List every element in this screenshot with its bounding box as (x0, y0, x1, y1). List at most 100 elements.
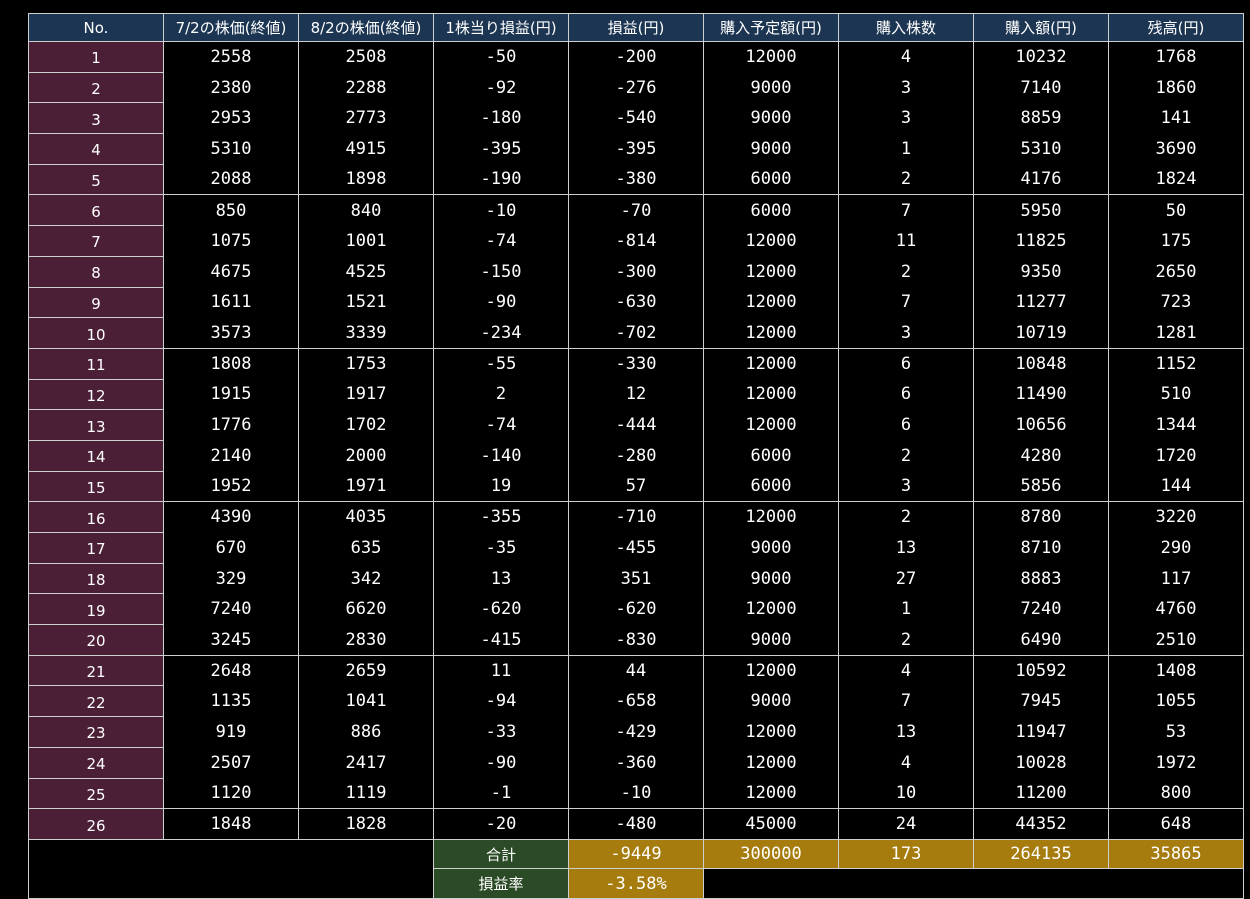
data-row: 13 1776 1702 -74 -444 12000 6 10656 1344 (28, 409, 1244, 441)
data-cell: 11947 (973, 716, 1109, 748)
data-cell: 6 (838, 379, 974, 410)
row-number: 9 (28, 287, 164, 319)
data-row: 24 2507 2417 -90 -360 12000 4 10028 1972 (28, 747, 1244, 779)
data-cell: -620 (568, 593, 704, 625)
header-cell: 損益(円) (568, 13, 704, 42)
data-cell: 1808 (163, 348, 299, 380)
data-cell: -395 (433, 133, 569, 165)
data-cell: -33 (433, 716, 569, 748)
data-cell: 8883 (973, 563, 1109, 594)
rate-label: 損益率 (433, 868, 569, 899)
data-cell: 9000 (703, 563, 839, 594)
row-number: 19 (28, 593, 164, 626)
data-cell: 53 (1108, 716, 1244, 748)
data-cell: 3339 (298, 317, 434, 349)
total-value: 264135 (973, 838, 1109, 870)
data-cell: 1848 (163, 808, 299, 840)
data-cell: 2 (433, 379, 569, 410)
data-cell: -710 (568, 501, 704, 533)
data-cell: -429 (568, 716, 704, 748)
data-cell: 11200 (973, 778, 1109, 810)
data-cell: 175 (1108, 225, 1244, 257)
data-cell: 342 (298, 563, 434, 594)
data-cell: 4390 (163, 501, 299, 533)
data-cell: -35 (433, 532, 569, 564)
total-value: 173 (838, 838, 974, 870)
header-cell: No. (28, 13, 164, 42)
data-cell: 919 (163, 716, 299, 748)
row-number: 6 (28, 194, 164, 227)
data-cell: 12000 (703, 317, 839, 349)
data-cell: 351 (568, 563, 704, 594)
data-cell: 1521 (298, 287, 434, 318)
data-row: 16 4390 4035 -355 -710 12000 2 8780 3220 (28, 501, 1244, 533)
data-row: 9 1611 1521 -90 -630 12000 7 11277 723 (28, 287, 1244, 319)
data-cell: 50 (1108, 194, 1244, 226)
data-row: 5 2088 1898 -190 -380 6000 2 4176 1824 (28, 164, 1244, 196)
data-cell: 670 (163, 532, 299, 564)
data-row: 17 670 635 -35 -455 9000 13 8710 290 (28, 532, 1244, 564)
row-number: 22 (28, 685, 164, 718)
data-cell: 45000 (703, 808, 839, 840)
data-row: 23 919 886 -33 -429 12000 13 11947 53 (28, 716, 1244, 748)
header-cell: 残高(円) (1108, 13, 1244, 42)
data-cell: 9000 (703, 532, 839, 564)
row-number: 13 (28, 409, 164, 441)
data-cell: 329 (163, 563, 299, 594)
data-cell: 6000 (703, 471, 839, 503)
data-cell: -455 (568, 532, 704, 564)
data-cell: 10656 (973, 409, 1109, 441)
data-row: 22 1135 1041 -94 -658 9000 7 7945 1055 (28, 685, 1244, 718)
row-number: 11 (28, 348, 164, 380)
row-number: 10 (28, 317, 164, 349)
data-cell: -620 (433, 593, 569, 625)
row-number: 1 (28, 41, 164, 73)
header-cell: 1株当り損益(円) (433, 13, 569, 42)
data-cell: 1824 (1108, 164, 1244, 196)
data-cell: 4675 (163, 256, 299, 287)
data-cell: 2000 (298, 440, 434, 472)
data-cell: 1753 (298, 348, 434, 380)
data-row: 21 2648 2659 11 44 12000 4 10592 1408 (28, 655, 1244, 687)
data-cell: 5310 (163, 133, 299, 165)
data-row: 12 1915 1917 2 12 12000 6 11490 510 (28, 379, 1244, 411)
data-cell: 5310 (973, 133, 1109, 165)
data-cell: -830 (568, 624, 704, 656)
data-cell: 2650 (1108, 256, 1244, 287)
data-cell: 290 (1108, 532, 1244, 564)
data-cell: 1075 (163, 225, 299, 257)
data-cell: 1281 (1108, 317, 1244, 349)
data-cell: 6 (838, 409, 974, 441)
data-cell: -150 (433, 256, 569, 287)
data-cell: 8859 (973, 102, 1109, 134)
data-row: 7 1075 1001 -74 -814 12000 11 11825 175 (28, 225, 1244, 257)
data-cell: 2773 (298, 102, 434, 134)
data-cell: 3573 (163, 317, 299, 349)
data-row: 20 3245 2830 -415 -830 9000 2 6490 2510 (28, 624, 1244, 656)
blank-cell (703, 868, 1244, 899)
row-number: 15 (28, 471, 164, 503)
data-cell: 2510 (1108, 624, 1244, 656)
data-cell: 2 (838, 256, 974, 287)
data-cell: 12000 (703, 747, 839, 778)
data-cell: 2659 (298, 655, 434, 686)
data-cell: -480 (568, 808, 704, 840)
data-cell: 7 (838, 194, 974, 226)
data-cell: 8710 (973, 532, 1109, 564)
data-cell: 4 (838, 655, 974, 686)
data-cell: 850 (163, 194, 299, 226)
data-cell: 1720 (1108, 440, 1244, 472)
data-cell: 12000 (703, 225, 839, 257)
data-cell: 3220 (1108, 501, 1244, 533)
data-cell: 723 (1108, 287, 1244, 318)
data-cell: -630 (568, 287, 704, 318)
data-cell: 1120 (163, 778, 299, 810)
data-cell: 12000 (703, 348, 839, 380)
data-cell: 9000 (703, 133, 839, 165)
data-cell: 2417 (298, 747, 434, 778)
data-cell: 9350 (973, 256, 1109, 287)
data-cell: 2508 (298, 41, 434, 73)
data-cell: 12000 (703, 716, 839, 748)
data-cell: 57 (568, 471, 704, 503)
data-cell: 12 (568, 379, 704, 410)
